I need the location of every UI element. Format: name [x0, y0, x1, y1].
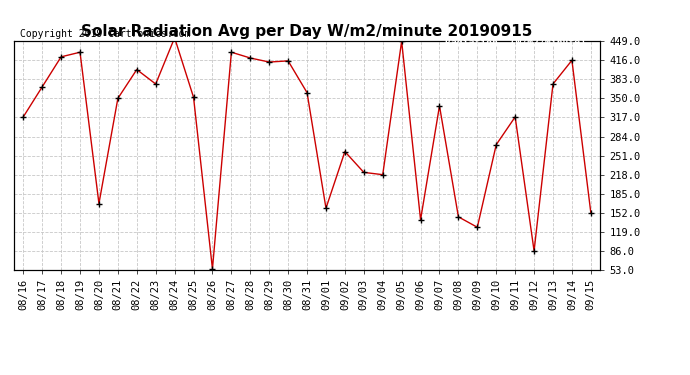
Text: Copyright 2019 Cartronics.com: Copyright 2019 Cartronics.com — [19, 29, 190, 39]
Title: Solar Radiation Avg per Day W/m2/minute 20190915: Solar Radiation Avg per Day W/m2/minute … — [81, 24, 533, 39]
Text: Radiation  (W/m2/Minute): Radiation (W/m2/Minute) — [445, 38, 586, 48]
